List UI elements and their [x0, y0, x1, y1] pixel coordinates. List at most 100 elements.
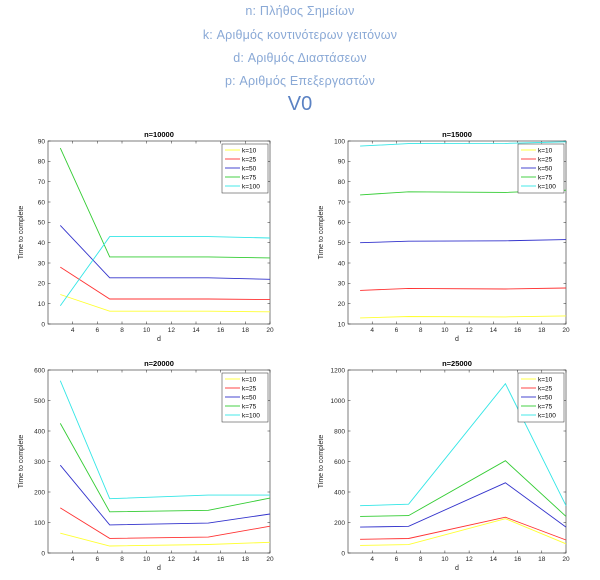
legend-entry: k=75	[538, 403, 553, 410]
x-tick-label: 4	[71, 327, 75, 334]
chart-title: n=20000	[144, 359, 174, 368]
legend-entry: k=50	[538, 165, 553, 172]
x-tick-label: 6	[96, 327, 100, 334]
y-tick-label: 200	[334, 520, 345, 527]
legend-entry: k=10	[538, 147, 553, 154]
x-tick-label: 16	[514, 327, 522, 334]
y-tick-label: 30	[338, 281, 346, 288]
series-line-k50	[360, 482, 567, 528]
y-tick-label: 20	[38, 281, 46, 288]
x-tick-label: 10	[441, 327, 449, 334]
x-axis-label: d	[157, 565, 161, 572]
series-line-k75	[360, 460, 567, 517]
series-line-k25	[60, 507, 271, 539]
legend-entry: k=100	[242, 183, 260, 190]
y-tick-label: 40	[38, 240, 46, 247]
chart-title: n=15000	[442, 130, 472, 139]
y-tick-label: 0	[41, 550, 45, 557]
series-line-k75	[59, 423, 271, 513]
series-line-k10	[360, 518, 567, 546]
x-tick-label: 6	[395, 556, 399, 563]
y-axis-label: Time to complete	[18, 206, 25, 260]
y-tick-label: 10	[38, 301, 46, 308]
x-tick-label: 16	[217, 556, 225, 563]
y-tick-label: 50	[38, 220, 46, 227]
legend-entry: k=100	[538, 412, 556, 419]
x-tick-label: 6	[395, 327, 399, 334]
legend-entry: k=25	[242, 385, 257, 392]
y-tick-label: 1200	[331, 367, 346, 374]
x-tick-label: 14	[192, 556, 200, 563]
series-line-k25	[360, 516, 567, 541]
x-tick-label: 14	[490, 327, 498, 334]
series-line-k10	[360, 315, 567, 319]
y-axis-label: Time to complete	[18, 435, 25, 489]
x-tick-label: 8	[120, 556, 124, 563]
x-axis-label: d	[455, 336, 459, 343]
x-tick-label: 20	[562, 327, 570, 334]
legend-entry: k=50	[242, 394, 257, 401]
version-title: V0	[287, 93, 313, 115]
legend-entry: k=75	[242, 174, 257, 181]
x-axis-label: d	[455, 565, 459, 572]
y-tick-label: 600	[34, 367, 45, 374]
legend-entry: k=10	[538, 376, 553, 383]
x-tick-label: 14	[490, 556, 498, 563]
legend-entry: k=10	[242, 147, 257, 154]
x-tick-label: 18	[242, 327, 250, 334]
chart-n10000: n=10000 4 6 8 10 12 14 16 18 20 0 10 20 30 40 50 60 70 80 9…	[18, 130, 274, 343]
series-line-k100	[360, 382, 567, 507]
legend-entry: k=75	[242, 403, 257, 410]
y-tick-label: 100	[34, 520, 45, 527]
series-line-k100	[360, 141, 567, 147]
x-tick-label: 12	[168, 556, 176, 563]
series-line-k50	[59, 225, 271, 280]
x-tick-label: 12	[465, 327, 473, 334]
series-line-k75	[59, 147, 271, 259]
y-tick-label: 1000	[331, 398, 346, 405]
y-tick-label: 90	[338, 159, 346, 166]
series-line-k25	[360, 287, 567, 291]
x-tick-label: 12	[465, 556, 473, 563]
x-tick-label: 18	[242, 556, 250, 563]
y-tick-label: 40	[338, 260, 346, 267]
y-tick-label: 80	[38, 159, 46, 166]
y-tick-label: 30	[38, 260, 46, 267]
chart-n15000: n=15000 4 6 8 10 12 14 16 18 20 10 20 30 40 50 60 70 80 90…	[318, 130, 570, 343]
x-tick-label: 4	[71, 556, 75, 563]
chart-title: n=25000	[442, 359, 472, 368]
y-tick-label: 300	[34, 459, 45, 466]
series-line-k50	[59, 464, 271, 526]
series-line-k10	[60, 532, 271, 547]
legend-box	[517, 372, 565, 423]
definition-p: p: Αριθμός Επεξεργαστών	[224, 74, 376, 88]
x-tick-label: 14	[192, 327, 200, 334]
series-line-k50	[360, 239, 567, 244]
legend-entry: k=75	[538, 174, 553, 181]
x-tick-label: 20	[266, 556, 274, 563]
x-tick-label: 16	[514, 556, 522, 563]
x-tick-label: 10	[143, 327, 151, 334]
legend-entry: k=25	[538, 156, 553, 163]
x-tick-label: 6	[96, 556, 100, 563]
x-tick-label: 8	[419, 327, 423, 334]
definition-d: d: Αριθμός Διαστάσεων	[233, 51, 367, 65]
series-line-k100	[59, 236, 271, 306]
y-tick-label: 400	[34, 428, 45, 435]
x-tick-label: 4	[370, 327, 374, 334]
legend-entry: k=50	[242, 165, 257, 172]
x-tick-label: 10	[441, 556, 449, 563]
y-tick-label: 200	[34, 489, 45, 496]
y-tick-label: 80	[338, 179, 346, 186]
x-tick-label: 18	[538, 556, 546, 563]
definition-n: n: Πλήθος Σημείων	[245, 4, 355, 18]
legend-box	[517, 143, 565, 194]
y-tick-label: 10	[338, 321, 346, 328]
definition-k: k: Αριθμός κοντινότερων γειτόνων	[202, 28, 398, 42]
legend-entry: k=100	[538, 183, 556, 190]
legend-box	[221, 372, 269, 423]
legend-entry: k=25	[242, 156, 257, 163]
y-tick-label: 500	[34, 398, 45, 405]
x-tick-label: 16	[217, 327, 225, 334]
